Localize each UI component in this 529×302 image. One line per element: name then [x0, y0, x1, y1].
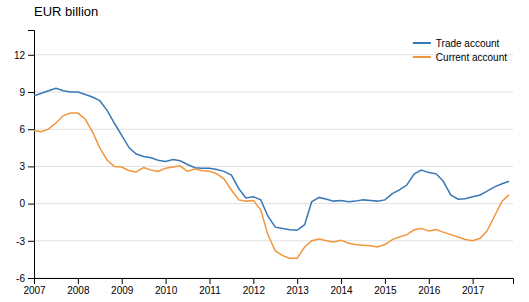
- tick-mark: [28, 55, 34, 56]
- tick: 2015: [374, 278, 397, 296]
- y-axis: -6 -3 0 3 6 9 12: [14, 31, 35, 284]
- tick-mark: [78, 278, 79, 284]
- tick-label: -6: [16, 273, 25, 284]
- tick: 2011: [199, 278, 221, 296]
- legend-swatch: [413, 56, 431, 58]
- x-axis: 2007 2008 2009 2010 2011 2012 2013 2014 2015 2016…: [23, 278, 513, 296]
- tick-label: 3: [19, 161, 25, 172]
- tick-mark: [28, 241, 34, 242]
- tick: 12: [14, 50, 34, 61]
- title: EUR billion: [34, 4, 98, 19]
- tick-label: 2010: [155, 285, 178, 296]
- tick-label: 2017: [462, 285, 485, 296]
- tick-label: 9: [19, 87, 25, 98]
- tick: -3: [16, 236, 34, 247]
- tick: 2012: [243, 278, 266, 296]
- legend-label: Trade account: [436, 38, 500, 49]
- tick-label: 2008: [67, 285, 90, 296]
- legend-label: Current account: [436, 52, 507, 63]
- tick: 2008: [67, 278, 90, 296]
- grid-line: [34, 203, 513, 204]
- tick-label: -3: [16, 236, 25, 247]
- plot-area: [34, 88, 509, 258]
- tick-mark: [253, 278, 254, 284]
- tick-mark: [297, 278, 298, 284]
- tick-label: 2011: [199, 285, 221, 296]
- tick: 2016: [418, 278, 441, 296]
- tick: 0: [19, 198, 34, 209]
- tick-label: 2012: [243, 285, 266, 296]
- series-line: [34, 88, 509, 230]
- tick: 2007: [23, 278, 46, 296]
- tick: 2010: [155, 278, 178, 296]
- tick: 3: [19, 161, 34, 172]
- tick: 2013: [287, 278, 310, 296]
- tick-mark: [122, 278, 123, 284]
- grid: [34, 55, 513, 278]
- tick-label: 2007: [23, 285, 46, 296]
- legend-item: Current account: [413, 52, 507, 63]
- tick-mark: [28, 129, 34, 130]
- tick-label: 2014: [330, 285, 353, 296]
- grid-line: [34, 92, 513, 93]
- tick: -6: [16, 273, 34, 284]
- tick-mark: [28, 92, 34, 93]
- tick-mark: [429, 278, 430, 284]
- grid-line: [34, 240, 513, 241]
- axis-line: [28, 31, 35, 279]
- tick: 6: [19, 124, 34, 135]
- tick-label: 6: [19, 124, 25, 135]
- tick-mark: [28, 204, 34, 205]
- axis-line: [35, 279, 514, 285]
- tick-label: 2016: [418, 285, 441, 296]
- legend-item: Trade account: [413, 38, 500, 49]
- tick-mark: [28, 278, 34, 279]
- series-line: [34, 113, 509, 258]
- chart: EUR billion20072008200920102011201220132…: [0, 0, 529, 302]
- grid-line: [34, 166, 513, 167]
- tick-label: 2013: [287, 285, 310, 296]
- tick-label: 12: [14, 50, 26, 61]
- tick-label: 2009: [111, 285, 134, 296]
- tick-mark: [209, 278, 210, 284]
- tick: 2017: [462, 278, 485, 296]
- tick-label: 0: [19, 198, 25, 209]
- tick-mark: [473, 278, 474, 284]
- tick-mark: [166, 278, 167, 284]
- tick-mark: [341, 278, 342, 284]
- tick: 9: [19, 87, 34, 98]
- tick-mark: [385, 278, 386, 284]
- legend: Trade account Current account: [413, 38, 507, 63]
- tick: 2014: [330, 278, 353, 296]
- tick-label: 2015: [374, 285, 397, 296]
- tick-mark: [28, 166, 34, 167]
- legend-swatch: [413, 42, 431, 44]
- grid-line: [34, 129, 513, 130]
- tick: 2009: [111, 278, 134, 296]
